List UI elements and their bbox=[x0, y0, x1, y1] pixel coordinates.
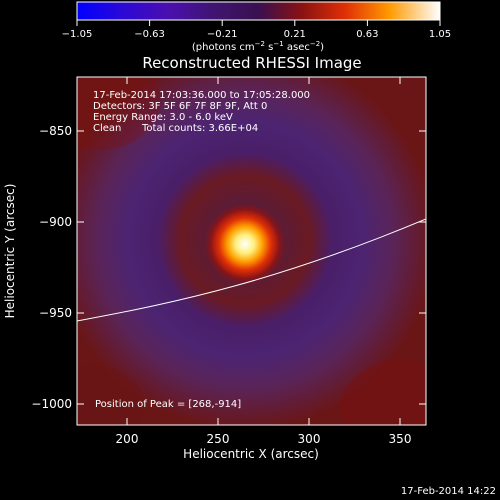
colorbar-tick-label: −1.05 bbox=[62, 29, 93, 40]
flare-source bbox=[77, 77, 426, 425]
colorbar-ticks bbox=[76, 20, 441, 26]
colorbar-units: (photons cm−2 s−1 asec−2) bbox=[192, 40, 324, 53]
peak-position: Position of Peak = [268,-914] bbox=[95, 399, 241, 410]
x-axis-label: Heliocentric X (arcsec) bbox=[183, 447, 319, 461]
x-tick-label: 200 bbox=[116, 432, 139, 446]
colorbar-tick-label: −0.63 bbox=[134, 29, 165, 40]
x-axis-ticks bbox=[126, 77, 401, 425]
y-axis-ticks bbox=[77, 130, 426, 405]
plot-frame bbox=[76, 76, 427, 426]
x-tick-label: 250 bbox=[207, 432, 230, 446]
y-axis-label: Heliocentric Y (arcsec) bbox=[3, 184, 17, 319]
info-total-counts: Total counts: 3.66E+04 bbox=[141, 123, 258, 134]
image-panel bbox=[77, 77, 426, 425]
plot-timestamp: 17-Feb-2014 14:22 bbox=[401, 486, 496, 497]
colorbar-tick-label: −0.21 bbox=[207, 29, 238, 40]
x-tick-label: 300 bbox=[298, 432, 321, 446]
y-tick-label: −850 bbox=[39, 124, 72, 138]
colorbar-tick-label: 0.63 bbox=[356, 29, 378, 40]
x-tick-label: 350 bbox=[389, 432, 412, 446]
colorbar-tick-label: 0.21 bbox=[284, 29, 306, 40]
info-clean-label: Clean bbox=[93, 123, 121, 134]
info-time-range: 17-Feb-2014 17:03:36.000 to 17:05:28.000 bbox=[93, 90, 310, 101]
y-tick-label: −950 bbox=[39, 306, 72, 320]
solar-limb-curve bbox=[77, 218, 426, 322]
colorbar bbox=[76, 1, 441, 21]
colorbar-tick-label: 1.05 bbox=[429, 29, 451, 40]
info-detectors: Detectors: 3F 5F 6F 7F 8F 9F, Att 0 bbox=[93, 101, 267, 112]
plot-title: Reconstructed RHESSI Image bbox=[142, 54, 361, 72]
info-energy-range: Energy Range: 3.0 - 6.0 keV bbox=[93, 112, 233, 123]
y-tick-label: −900 bbox=[39, 215, 72, 229]
y-tick-label: −1000 bbox=[31, 397, 72, 411]
